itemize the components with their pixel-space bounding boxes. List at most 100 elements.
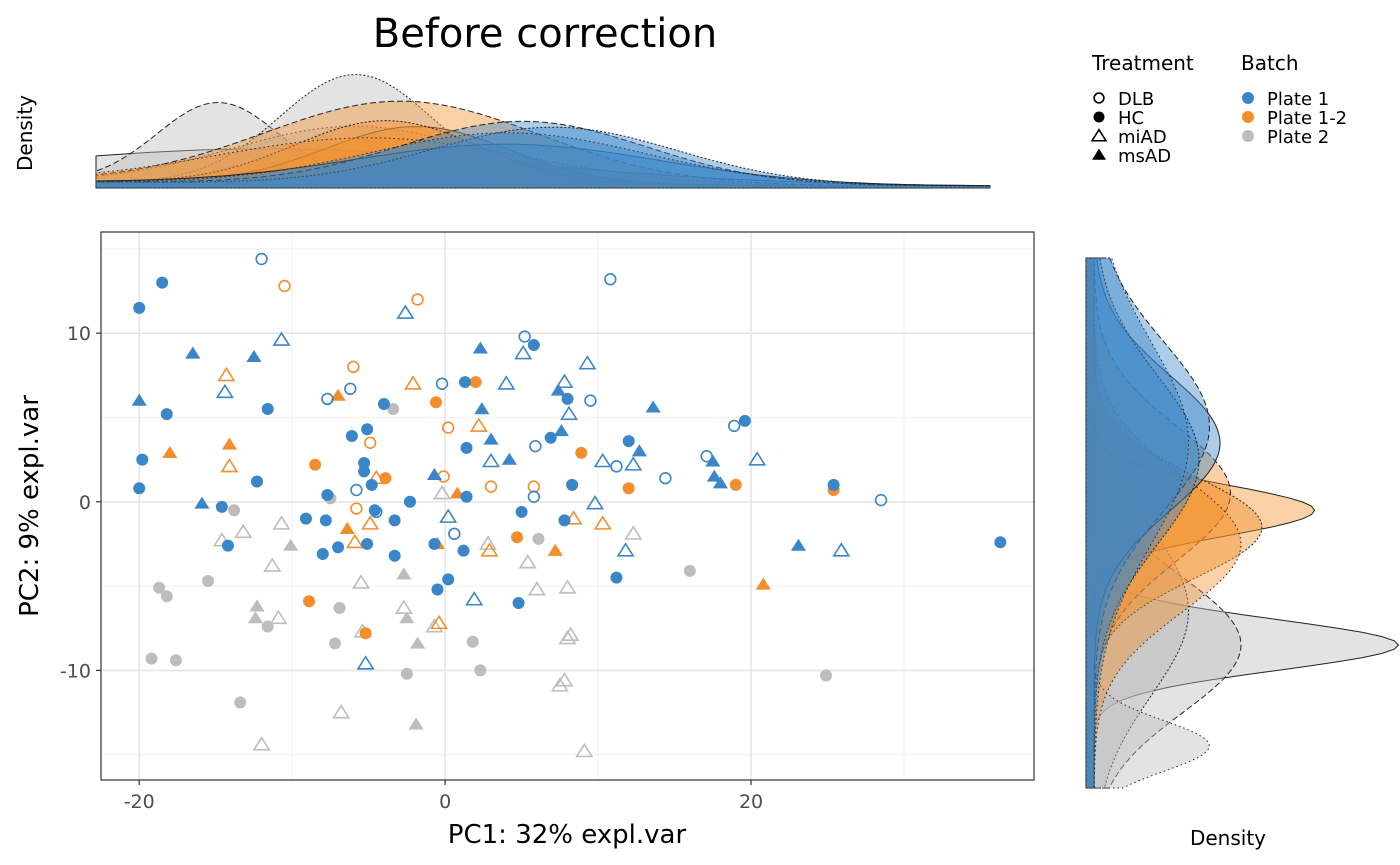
point-plate-1-dlb — [728, 419, 741, 433]
point-plate-1-2-hc — [309, 458, 322, 471]
point-plate-2-miad — [332, 704, 351, 719]
point-plate-1-hc — [319, 514, 332, 527]
point-plate-2-hc — [819, 669, 832, 682]
point-plate-1-2-dlb — [350, 502, 363, 515]
point-plate-1-hc — [156, 276, 169, 289]
point-plate-1-hc — [827, 478, 840, 491]
point-plate-2-miad — [575, 742, 594, 758]
point-plate-1-hc — [345, 430, 358, 443]
legend-msad-label: msAD — [1118, 146, 1171, 167]
point-plate-1-miad — [555, 373, 574, 389]
point-plate-2-miad — [558, 629, 577, 645]
point-plate-1-hc — [358, 457, 371, 470]
right-density-plate-1-hc — [1085, 257, 1211, 789]
point-plate-1-hc — [221, 539, 234, 552]
point-plate-1-2-miad — [345, 533, 364, 549]
point-plate-1-msad — [483, 432, 499, 445]
right-density-plate-1-2-miad — [1085, 257, 1263, 789]
x-axis-label: PC1: 32% expl.var — [448, 820, 687, 850]
point-plate-2-miad — [351, 574, 371, 589]
point-plate-1-msad — [501, 452, 517, 465]
point-plate-1-dlb — [435, 377, 449, 390]
point-plate-1-hc — [544, 431, 557, 444]
scatter-panel: -20 0 20 -10 0 10 PC1: 32% expl.var PC2: 9% … — [15, 231, 1035, 850]
point-plate-1-miad — [559, 405, 579, 421]
y-tick-label: -10 — [60, 660, 91, 682]
point-plate-1-miad — [514, 344, 533, 360]
x-tick-label: 0 — [439, 791, 451, 813]
point-plate-1-hc — [442, 573, 455, 586]
point-plate-1-2-msad — [339, 521, 355, 534]
point-plate-1-2-miad — [403, 375, 423, 390]
point-plate-1-dlb — [518, 330, 531, 343]
point-plate-1-msad — [426, 467, 443, 480]
right-density-plate-1-miad — [1085, 257, 1200, 789]
point-plate-1-hc — [738, 414, 751, 427]
point-plate-1-hc — [316, 548, 329, 561]
point-plate-1-hc — [622, 435, 635, 448]
top-density-plate-1-hc — [95, 120, 991, 189]
point-plate-1-dlb — [321, 392, 334, 406]
point-plate-2-msad — [396, 567, 412, 580]
point-plate-2-hc — [400, 667, 413, 680]
point-plate-1-msad — [705, 454, 721, 467]
point-plate-2-msad — [410, 636, 426, 649]
point-plate-1-msad — [706, 469, 722, 482]
point-plate-1-miad — [578, 355, 597, 370]
point-plate-1-dlb — [350, 483, 363, 497]
top-density-plate-1-2-hc — [95, 100, 991, 189]
point-plate-1-miad — [272, 331, 291, 346]
legend-batch-title: Batch — [1241, 51, 1299, 75]
point-plate-1-2-miad — [593, 515, 612, 530]
point-plate-1-hc — [431, 583, 444, 596]
point-plate-1-2-dlb — [347, 360, 360, 374]
right-density-xlabel: Density — [1190, 826, 1266, 850]
point-plate-1-dlb — [659, 471, 672, 485]
point-plate-1-dlb — [529, 439, 542, 453]
plot-border — [100, 231, 1035, 781]
point-plate-1-dlb — [610, 460, 623, 473]
point-plate-2-miad — [212, 532, 231, 547]
right-density-plate-1-2-msad — [1085, 257, 1242, 789]
plot-area — [101, 232, 1034, 780]
point-plate-2-hc — [169, 654, 182, 667]
point-plate-1-2-dlb — [278, 279, 291, 293]
point-plate-2-hc — [202, 575, 215, 588]
point-plate-1-2-msad — [330, 388, 346, 401]
point-plate-1-2-hc — [575, 446, 588, 459]
point-plate-2-msad — [249, 599, 265, 612]
y-tick-label: 0 — [79, 492, 91, 514]
point-plate-1-hc — [457, 544, 470, 557]
point-plate-1-hc — [321, 489, 334, 502]
point-plate-1-2-msad — [547, 543, 563, 556]
point-plate-2-miad — [624, 525, 643, 540]
point-plate-1-2-dlb — [411, 293, 424, 306]
point-plate-1-msad — [246, 349, 262, 362]
point-plate-2-hc — [228, 504, 241, 517]
point-plate-1-miad — [396, 304, 415, 319]
top-density-curves — [95, 73, 991, 189]
point-plate-1-dlb — [344, 382, 357, 396]
scatter-points — [131, 252, 1007, 758]
point-plate-2-hc — [261, 620, 274, 633]
point-plate-1-2-miad — [217, 366, 236, 382]
point-plate-2-miad — [558, 579, 577, 594]
point-plate-2-miad — [234, 523, 253, 539]
chart-title: Before correction — [373, 11, 718, 57]
point-plate-2-miad — [252, 736, 271, 751]
point-plate-2-hc — [153, 581, 166, 594]
legend-plate-1-label: Plate 1 — [1267, 89, 1329, 110]
point-plate-1-msad — [631, 444, 647, 457]
point-plate-1-hc — [515, 505, 528, 518]
point-plate-1-hc — [160, 408, 173, 421]
point-plate-2-miad — [425, 618, 444, 633]
point-plate-1-2-miad — [480, 542, 499, 557]
point-plate-1-hc — [460, 441, 473, 454]
point-plate-1-2-dlb — [363, 436, 377, 449]
legend-plate-1-2-swatch — [1242, 111, 1254, 123]
point-plate-2-hc — [145, 652, 158, 665]
point-plate-1-hc — [994, 536, 1007, 549]
top-density-plate-1-msad — [95, 132, 991, 189]
